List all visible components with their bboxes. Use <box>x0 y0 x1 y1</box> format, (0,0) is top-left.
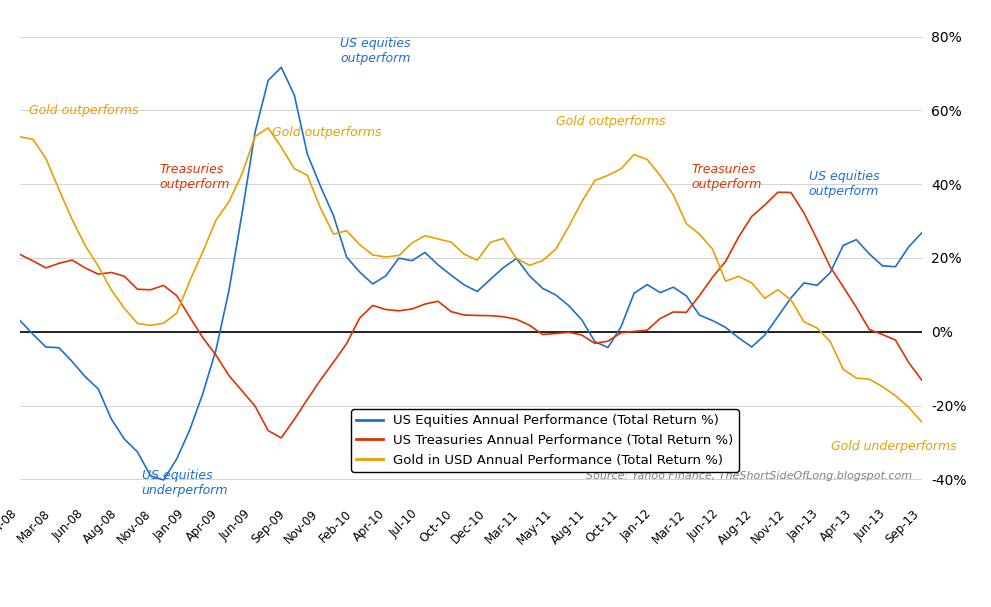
Text: Treasuries
outperform: Treasuries outperform <box>160 163 230 191</box>
Text: Gold underperforms: Gold underperforms <box>831 439 957 453</box>
Legend: US Equities Annual Performance (Total Return %), US Treasuries Annual Performanc: US Equities Annual Performance (Total Re… <box>351 409 739 472</box>
Text: Gold outperforms: Gold outperforms <box>273 126 382 139</box>
Text: US equities
outperform: US equities outperform <box>340 38 410 66</box>
Text: Gold outperforms: Gold outperforms <box>29 104 139 117</box>
Text: US equities
outperform: US equities outperform <box>809 170 880 198</box>
Text: US equities
underperform: US equities underperform <box>142 469 228 497</box>
Text: Gold outperforms: Gold outperforms <box>556 115 666 128</box>
Text: Treasuries
underperform: Treasuries underperform <box>349 425 435 453</box>
Text: Treasuries
outperform: Treasuries outperform <box>692 163 762 191</box>
Text: Source: Yahoo Finance, TheShortSideOfLong.blogspot.com: Source: Yahoo Finance, TheShortSideOfLon… <box>587 471 913 481</box>
